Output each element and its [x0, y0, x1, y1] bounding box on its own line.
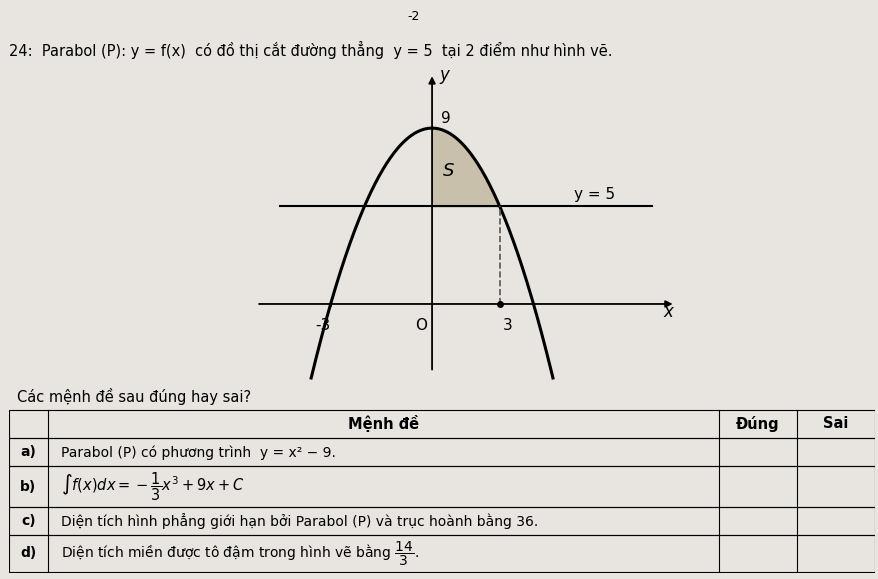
- Bar: [9, 507, 874, 535]
- Text: y: y: [438, 67, 449, 85]
- Text: y = 5: y = 5: [573, 188, 615, 202]
- Text: Đúng: Đúng: [735, 416, 779, 432]
- Text: 9: 9: [440, 111, 450, 126]
- Text: x: x: [663, 303, 673, 321]
- Text: S: S: [443, 162, 454, 180]
- Text: d): d): [20, 547, 36, 560]
- Text: -3: -3: [315, 318, 330, 333]
- Text: Diện tích miền được tô đậm trong hình vẽ bằng $\dfrac{14}{3}$.: Diện tích miền được tô đậm trong hình vẽ…: [61, 539, 419, 567]
- Text: 24:  Parabol (P): y = f(x)  có đồ thị cắt đường thẳng  y = 5  tại 2 điểm như hìn: 24: Parabol (P): y = f(x) có đồ thị cắt …: [9, 41, 612, 59]
- Bar: [9, 438, 874, 467]
- Text: a): a): [20, 445, 36, 459]
- Text: Sai: Sai: [822, 416, 847, 431]
- Text: Diện tích hình phẳng giới hạn bởi Parabol (P) và trục hoành bằng 36.: Diện tích hình phẳng giới hạn bởi Parabo…: [61, 513, 537, 529]
- Text: -2: -2: [407, 10, 419, 23]
- Text: Mệnh đề: Mệnh đề: [348, 416, 418, 433]
- Text: b): b): [20, 479, 36, 494]
- Text: O: O: [414, 318, 427, 333]
- Text: 3: 3: [502, 318, 512, 333]
- Text: c): c): [21, 514, 35, 528]
- Text: $\int f(x)dx = -\dfrac{1}{3}x^3 + 9x + C$: $\int f(x)dx = -\dfrac{1}{3}x^3 + 9x + C…: [61, 470, 244, 503]
- Text: Parabol (P) có phương trình  y = x² − 9.: Parabol (P) có phương trình y = x² − 9.: [61, 445, 335, 460]
- Bar: [9, 535, 874, 571]
- Text: Các mệnh đề sau đúng hay sai?: Các mệnh đề sau đúng hay sai?: [18, 388, 251, 405]
- Bar: [9, 467, 874, 507]
- Bar: [9, 410, 874, 438]
